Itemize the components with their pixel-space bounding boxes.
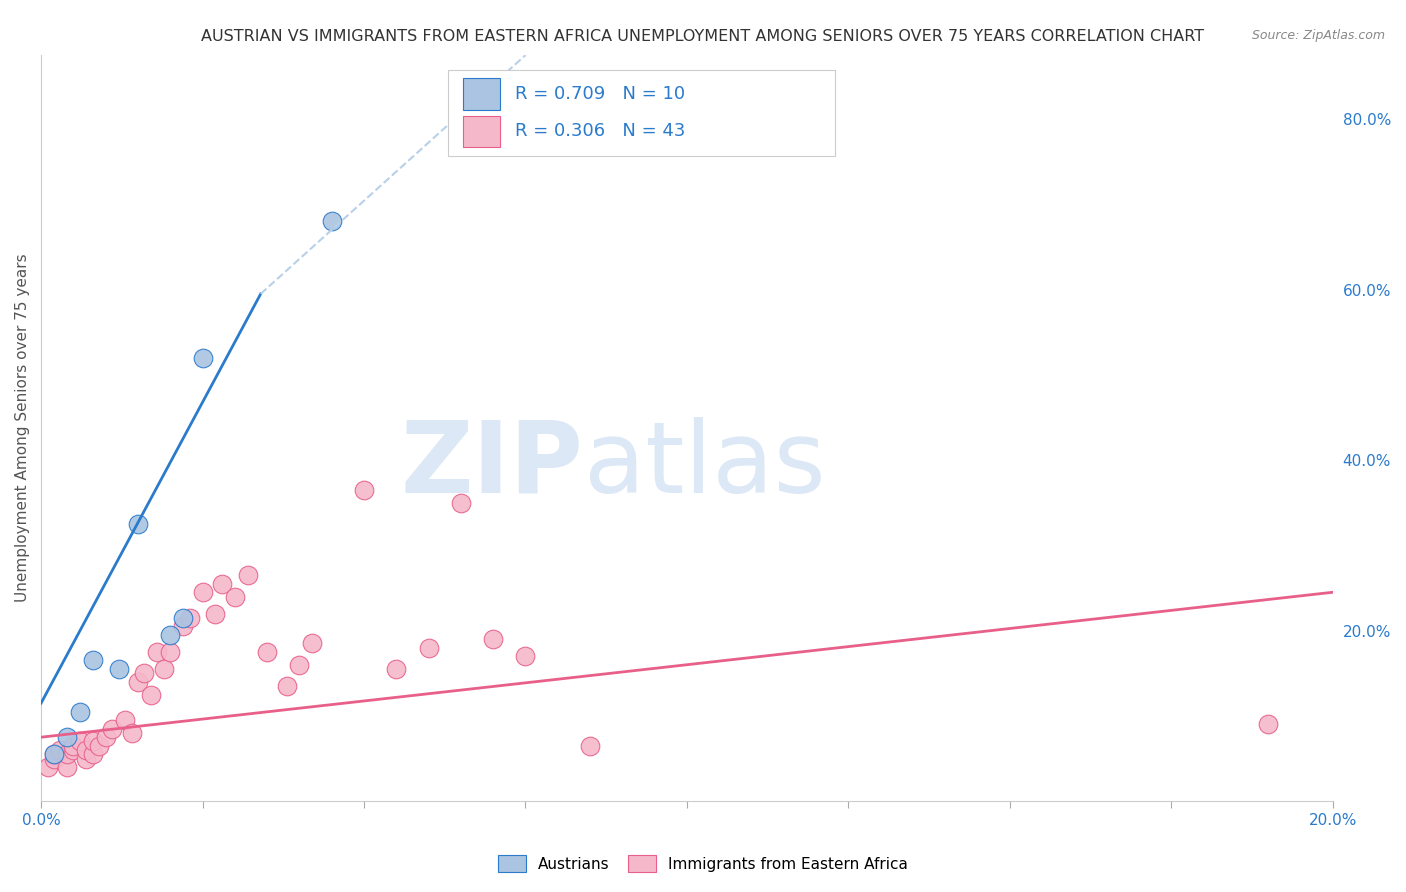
Point [107, 662, 129, 676]
Point [42, 751, 65, 765]
Point [62, 739, 84, 753]
Point [94, 730, 117, 744]
Text: Source: ZipAtlas.com: Source: ZipAtlas.com [1251, 29, 1385, 42]
Text: R = 0.709   N = 10: R = 0.709 N = 10 [515, 85, 685, 103]
Point [49, 743, 72, 757]
Point [121, 726, 143, 740]
Point [69, 734, 91, 748]
Point [224, 590, 246, 604]
Point [353, 483, 375, 497]
Point [56, 730, 79, 744]
Point [89, 739, 111, 753]
Text: atlas: atlas [583, 417, 825, 514]
Point [482, 632, 505, 647]
Point [146, 645, 169, 659]
Point [301, 636, 323, 650]
Point [515, 649, 537, 664]
Point [236, 568, 259, 582]
Legend: Austrians, Immigrants from Eastern Africa: Austrians, Immigrants from Eastern Afric… [491, 847, 915, 880]
Y-axis label: Unemployment Among Seniors over 75 years: Unemployment Among Seniors over 75 years [15, 254, 30, 602]
Point [450, 496, 472, 510]
Point [82, 747, 104, 762]
Point [1257, 717, 1279, 731]
Point [114, 713, 136, 727]
Point [191, 351, 214, 365]
Text: AUSTRIAN VS IMMIGRANTS FROM EASTERN AFRICA UNEMPLOYMENT AMONG SENIORS OVER 75 YE: AUSTRIAN VS IMMIGRANTS FROM EASTERN AFRI… [201, 29, 1205, 44]
Point [82, 734, 104, 748]
Point [127, 674, 149, 689]
Point [179, 611, 201, 625]
Point [256, 645, 278, 659]
Point [82, 653, 104, 667]
Point [276, 679, 298, 693]
Point [159, 628, 181, 642]
Point [37, 760, 59, 774]
Point [204, 607, 226, 621]
Point [172, 619, 194, 633]
Point [62, 743, 84, 757]
Point [321, 214, 343, 228]
Point [42, 747, 65, 762]
Point [75, 751, 97, 765]
Point [101, 722, 124, 736]
Point [191, 585, 214, 599]
Point [153, 662, 176, 676]
Bar [464, 78, 499, 110]
Point [56, 747, 79, 762]
Point [385, 662, 408, 676]
Text: ZIP: ZIP [401, 417, 583, 514]
Point [139, 688, 162, 702]
Point [159, 645, 181, 659]
Point [134, 666, 156, 681]
Point [288, 657, 311, 672]
Point [418, 640, 440, 655]
Point [56, 760, 79, 774]
Point [69, 705, 91, 719]
Point [211, 576, 233, 591]
Bar [449, 70, 835, 156]
Point [579, 739, 602, 753]
Point [42, 747, 65, 762]
Point [75, 743, 97, 757]
Text: R = 0.306   N = 43: R = 0.306 N = 43 [515, 122, 686, 140]
Point [172, 611, 194, 625]
Point [127, 517, 149, 532]
Bar [464, 116, 499, 147]
